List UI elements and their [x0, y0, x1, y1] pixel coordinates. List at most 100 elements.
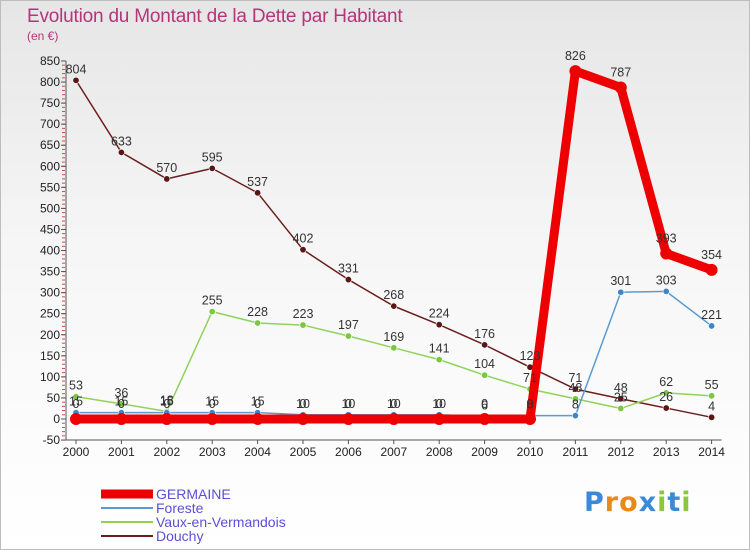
data-label: 0 — [254, 397, 261, 411]
y-tick-label: 750 — [40, 96, 60, 110]
data-label: 4 — [708, 399, 715, 413]
series-layer — [70, 65, 718, 425]
series-line-douchy — [75, 79, 713, 419]
y-tick-label: 150 — [40, 349, 60, 363]
data-point — [254, 319, 262, 327]
y-tick-label: -50 — [43, 433, 61, 447]
data-point — [614, 81, 627, 94]
data-label: 331 — [338, 262, 359, 276]
data-label: 268 — [383, 288, 404, 302]
data-label: 71 — [568, 371, 582, 385]
y-tick-label: 400 — [40, 244, 60, 258]
data-point — [299, 246, 307, 254]
proxiti-logo: Proxiti — [584, 487, 692, 518]
data-point — [208, 308, 216, 316]
y-tick-label: 50 — [47, 391, 61, 405]
data-label: 787 — [610, 66, 631, 80]
data-point — [344, 276, 352, 284]
series-germaine — [70, 65, 718, 425]
y-tick-label: 250 — [40, 307, 60, 321]
data-point — [708, 413, 716, 421]
data-label: 354 — [701, 248, 722, 262]
data-point — [571, 385, 579, 393]
x-tick-label: 2013 — [653, 445, 680, 459]
x-tick-label: 2010 — [517, 445, 544, 459]
data-label: 0 — [390, 397, 397, 411]
data-label: 595 — [202, 150, 223, 164]
data-label: 303 — [656, 273, 677, 287]
y-tick-label: 800 — [40, 75, 60, 89]
y-tick-label: 600 — [40, 159, 60, 173]
data-label: 0 — [73, 397, 80, 411]
data-label: 402 — [293, 232, 314, 246]
data-point — [435, 321, 443, 329]
data-label: 228 — [247, 305, 268, 319]
x-tick-label: 2005 — [290, 445, 317, 459]
data-point — [662, 287, 670, 295]
chart-subtitle: (en €) — [27, 29, 59, 43]
data-point — [117, 148, 125, 156]
data-label: 197 — [338, 318, 359, 332]
data-label: 8 — [527, 398, 534, 412]
data-label: 123 — [520, 349, 541, 363]
data-point — [72, 393, 80, 401]
data-point — [662, 389, 670, 397]
x-tick-label: 2004 — [244, 445, 271, 459]
data-label: 36 — [114, 386, 128, 400]
legend-label-foreste: Foreste — [156, 500, 204, 516]
data-point — [524, 413, 536, 425]
x-tick-label: 2007 — [380, 445, 407, 459]
series-douchy — [72, 76, 716, 421]
data-point — [299, 321, 307, 329]
data-label: 10 — [387, 397, 401, 411]
data-point — [569, 65, 582, 78]
data-label: 0 — [300, 397, 307, 411]
legend-label-douchy: Douchy — [156, 528, 203, 544]
data-label: 6 — [481, 398, 488, 412]
data-point — [117, 400, 125, 408]
data-label: 0 — [345, 397, 352, 411]
y-tick-label: 100 — [40, 370, 60, 384]
data-point — [617, 395, 625, 403]
legend-label-germaine: GERMAINE — [156, 486, 231, 502]
data-point — [478, 413, 491, 425]
data-point — [251, 413, 264, 425]
data-label: 62 — [659, 375, 673, 389]
logo-letter: x — [638, 487, 658, 518]
data-point — [297, 413, 309, 425]
data-label: 71 — [523, 371, 537, 385]
data-point — [390, 302, 398, 310]
data-point — [206, 413, 219, 425]
y-tick-label: 500 — [40, 201, 60, 215]
data-label: 221 — [701, 308, 722, 322]
data-label: 48 — [614, 381, 628, 395]
data-label: 0 — [436, 397, 443, 411]
data-label: 15 — [160, 395, 174, 409]
data-point — [433, 413, 446, 425]
data-point — [254, 189, 262, 197]
y-tick-label: 550 — [40, 180, 60, 194]
data-label: 15 — [251, 395, 265, 409]
y-tick-label: 850 — [40, 54, 60, 68]
x-tick-label: 2008 — [426, 445, 453, 459]
data-label: 633 — [111, 134, 132, 148]
data-label: 53 — [69, 379, 83, 393]
data-label: 15 — [69, 395, 83, 409]
data-label: 826 — [565, 49, 586, 63]
data-point — [571, 395, 579, 403]
data-label: 25 — [614, 390, 628, 404]
data-label: 176 — [474, 327, 495, 341]
data-point — [571, 412, 579, 420]
y-tick-label: 350 — [40, 265, 60, 279]
data-label: 169 — [383, 330, 404, 344]
data-label: 0 — [163, 397, 170, 411]
data-label: 0 — [118, 397, 125, 411]
data-label: 26 — [659, 390, 673, 404]
data-label: 10 — [432, 397, 446, 411]
x-tick-label: 2002 — [153, 445, 180, 459]
logo-letter: o — [619, 487, 639, 518]
x-tick-label: 2006 — [335, 445, 362, 459]
data-point — [617, 404, 625, 412]
data-label: 0 — [481, 397, 488, 411]
